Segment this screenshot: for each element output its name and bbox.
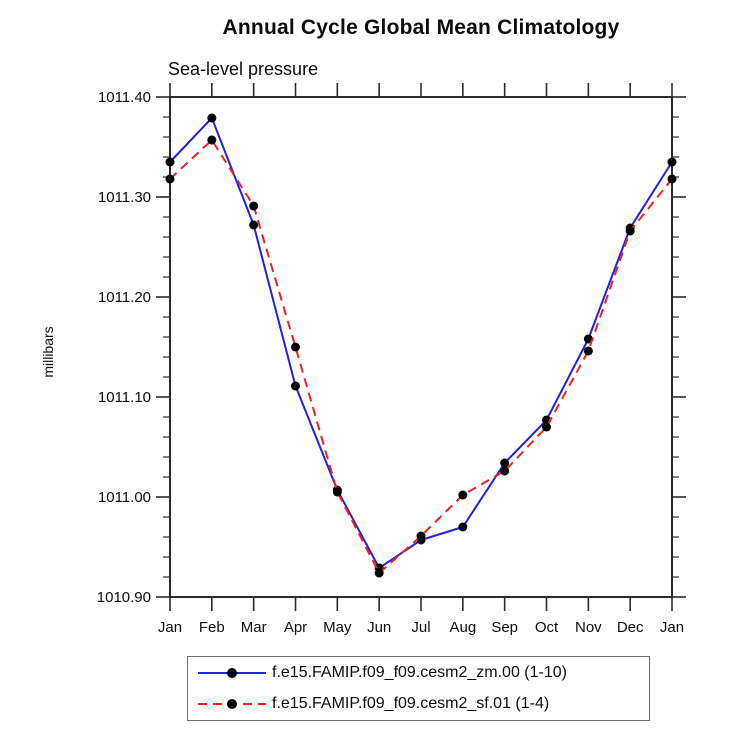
legend-label: f.e15.FAMIP.f09_f09.cesm2_sf.01 (1-4) (272, 694, 550, 712)
data-point-marker (165, 174, 175, 184)
data-point-marker (291, 342, 300, 352)
data-point-marker (291, 381, 300, 391)
svg-text:Mar: Mar (241, 619, 267, 636)
svg-text:1011.20: 1011.20 (98, 289, 151, 306)
svg-text:Jul: Jul (411, 619, 430, 636)
x-tick-labels: Jan Feb Mar Apr May Jun Jul Aug Sep Oct Nov Dec Jan (158, 619, 684, 636)
svg-text:1011.10: 1011.10 (98, 389, 151, 406)
chart-subtitle: Sea-level pressure (168, 59, 319, 79)
plot-frame (169, 96, 673, 598)
data-point-marker (667, 157, 677, 167)
y-tick-labels: 1010.90 1011.00 1011.10 1011.20 1011.30 1011.… (97, 89, 151, 606)
data-point-marker (207, 135, 217, 145)
legend-item-series-1: f.e15.FAMIP.f09_f09.cesm2_sf.01 (1-4) (194, 690, 649, 718)
data-point-marker (458, 522, 468, 532)
svg-text:Oct: Oct (535, 619, 559, 636)
svg-text:Jan: Jan (660, 619, 684, 636)
legend-item-series-0: f.e15.FAMIP.f09_f09.cesm2_zm.00 (1-10) (194, 659, 649, 687)
data-point-marker (583, 346, 593, 356)
data-point-marker (500, 466, 510, 476)
data-point-marker (249, 201, 259, 211)
data-point-marker (165, 157, 175, 167)
svg-text:Feb: Feb (199, 619, 225, 636)
data-point-marker (500, 458, 510, 468)
data-point-marker (542, 422, 551, 432)
data-point-marker (625, 226, 635, 236)
svg-text:1011.40: 1011.40 (98, 89, 151, 106)
svg-text:Sep: Sep (491, 619, 518, 636)
svg-text:1011.30: 1011.30 (98, 189, 151, 206)
axis-ticks (156, 83, 686, 611)
legend: f.e15.FAMIP.f09_f09.cesm2_zm.00 (1-10) f… (187, 656, 650, 721)
svg-text:Jun: Jun (367, 619, 391, 636)
data-point-marker (416, 531, 426, 541)
data-point-marker (583, 334, 593, 344)
chart-title: Annual Cycle Global Mean Climatology (222, 16, 620, 39)
data-point-marker (374, 568, 384, 578)
legend-label: f.e15.FAMIP.f09_f09.cesm2_zm.00 (1-10) (272, 664, 567, 682)
svg-text:1011.00: 1011.00 (98, 489, 151, 506)
svg-text:Dec: Dec (617, 619, 644, 636)
series-1 (165, 135, 677, 578)
svg-text:Jan: Jan (158, 619, 182, 636)
svg-text:Nov: Nov (575, 619, 602, 636)
data-point-marker (207, 113, 217, 123)
data-point-marker (458, 490, 468, 500)
data-point-marker (249, 220, 259, 230)
legend-dashed-line-sample (198, 698, 266, 709)
svg-text:Aug: Aug (449, 619, 476, 636)
svg-text:1010.90: 1010.90 (97, 589, 151, 606)
data-point-marker (667, 174, 677, 184)
svg-text:May: May (323, 619, 352, 636)
legend-solid-line-sample (198, 668, 266, 679)
series-0 (165, 113, 677, 573)
data-point-marker (332, 487, 342, 497)
svg-text:Apr: Apr (284, 619, 307, 636)
